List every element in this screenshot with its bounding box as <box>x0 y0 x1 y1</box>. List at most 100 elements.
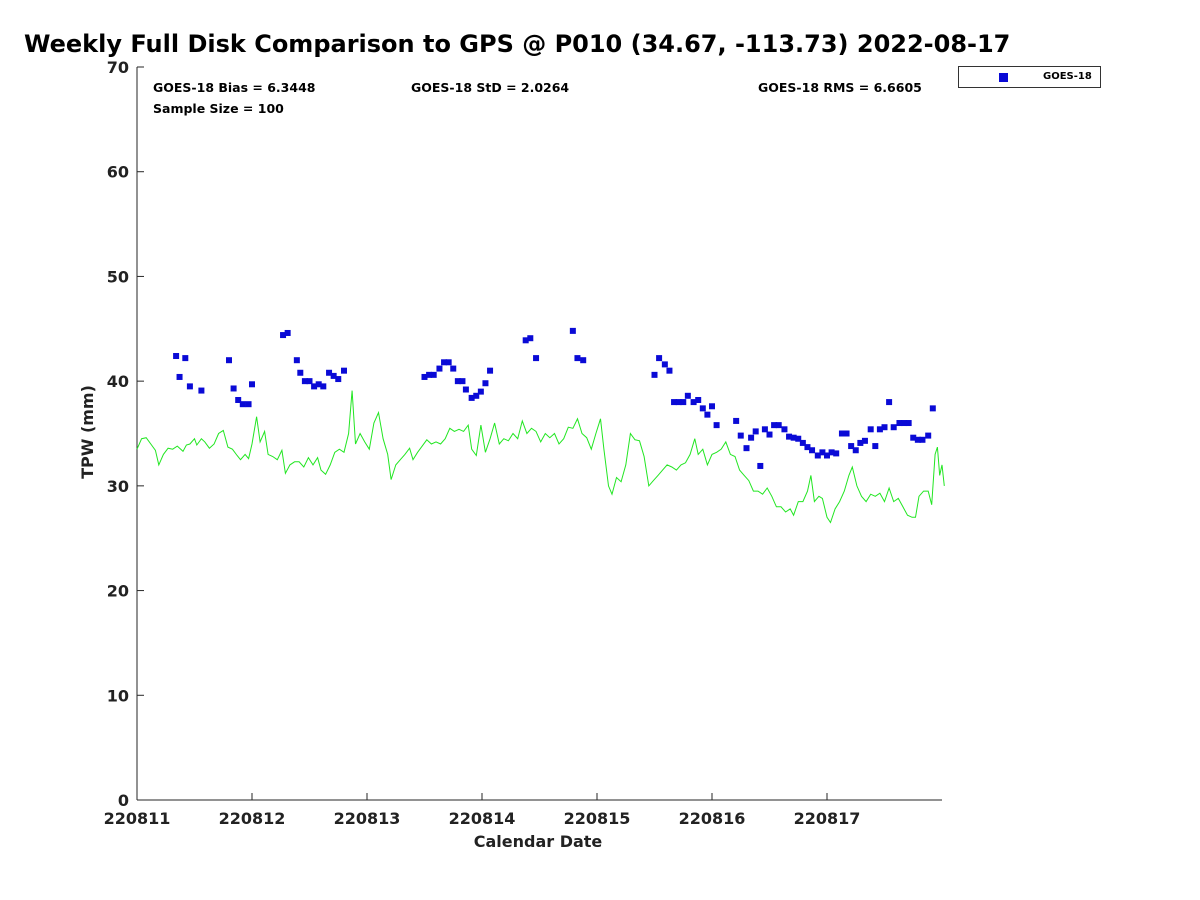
goes18-data-point <box>675 399 682 406</box>
goes18-data-point <box>473 392 480 399</box>
gps-series-path <box>136 390 945 524</box>
goes18-data-point <box>522 337 529 344</box>
goes18-data-point <box>804 444 811 451</box>
goes18-data-point <box>752 428 759 435</box>
goes18-data-point <box>838 430 845 437</box>
goes18-data-point <box>569 327 576 334</box>
y-tick-label: 30 <box>107 477 129 496</box>
goes18-data-point <box>824 452 830 459</box>
x-tick-label: 220812 <box>219 809 286 828</box>
goes18-data-point <box>173 353 180 360</box>
goes18-data-point <box>852 447 859 454</box>
goes18-data-point <box>482 380 489 387</box>
goes18-data-point <box>301 378 308 385</box>
goes18-data-point <box>436 365 443 372</box>
goes18-data-point <box>910 434 917 441</box>
goes18-data-point <box>656 355 663 362</box>
goes18-data-point <box>574 355 581 362</box>
goes18-data-point <box>766 431 773 438</box>
goes18-data-point <box>713 422 720 429</box>
goes18-data-point <box>709 403 715 410</box>
goes18-data-point <box>919 436 926 443</box>
goes18-data-point <box>699 405 706 412</box>
x-tick-label: 220816 <box>679 809 746 828</box>
legend-marker <box>999 73 1008 82</box>
goes18-data-point <box>848 443 855 450</box>
y-tick-label: 0 <box>118 791 129 810</box>
goes18-data-point <box>901 420 908 427</box>
goes18-data-point <box>533 355 540 362</box>
sample-size-stat: Sample Size = 100 <box>153 101 284 116</box>
goes18-data-point <box>421 373 428 380</box>
goes18-data-point <box>833 450 840 457</box>
goes18-data-point <box>468 394 475 401</box>
y-axis-label: TPW (mm) <box>78 385 97 479</box>
x-tick-label: 220817 <box>794 809 861 828</box>
goes18-data-point <box>843 430 850 437</box>
goes18-data-point <box>867 426 874 433</box>
goes18-data-point <box>226 357 232 364</box>
goes18-data-point <box>580 357 587 364</box>
goes18-data-point <box>819 449 826 456</box>
goes18-data-point <box>795 435 802 442</box>
goes18-data-point <box>876 426 883 433</box>
goes18-data-point <box>239 401 246 408</box>
y-tick-label: 60 <box>107 163 129 182</box>
chart-title: Weekly Full Disk Comparison to GPS @ P01… <box>24 30 1011 58</box>
y-tick-label: 40 <box>107 372 129 391</box>
x-tick-label: 220814 <box>449 809 516 828</box>
goes18-data-point <box>306 378 313 385</box>
goes18-data-point <box>757 462 764 469</box>
goes18-data-point <box>781 426 788 433</box>
goes18-data-point <box>426 371 433 378</box>
y-tick-label: 50 <box>107 267 129 286</box>
goes18-data-point <box>671 399 678 406</box>
x-axis-label: Calendar Date <box>474 832 603 851</box>
goes18-data-point <box>704 411 711 418</box>
goes18-data-point <box>737 432 744 439</box>
goes18-data-point <box>861 437 868 444</box>
goes18-data-point <box>487 367 494 374</box>
goes18-data-point <box>477 388 484 395</box>
goes18-data-point <box>695 396 702 403</box>
goes18-series-points <box>173 327 936 469</box>
rms-stat: GOES-18 RMS = 6.6605 <box>758 80 922 95</box>
goes18-data-point <box>775 422 782 429</box>
goes18-data-point <box>828 449 835 456</box>
goes18-data-point <box>182 355 189 362</box>
goes18-data-point <box>651 371 658 378</box>
goes18-data-point <box>748 434 755 441</box>
goes18-data-point <box>799 439 806 446</box>
goes18-data-point <box>905 420 912 427</box>
goes18-data-point <box>430 371 437 378</box>
legend-label: GOES-18 <box>1043 71 1092 82</box>
goes18-data-point <box>743 445 750 452</box>
goes18-data-point <box>341 367 347 374</box>
legend: GOES-18 <box>958 66 1101 88</box>
goes18-data-point <box>661 361 668 368</box>
goes18-data-point <box>297 369 304 376</box>
goes18-data-point <box>176 373 183 380</box>
goes18-data-point <box>326 369 333 376</box>
goes18-data-point <box>454 378 461 385</box>
goes18-data-point <box>761 426 768 433</box>
goes18-data-point <box>462 386 469 393</box>
goes18-data-point <box>280 332 287 339</box>
goes18-data-point <box>914 436 921 443</box>
goes18-data-point <box>230 385 237 392</box>
goes18-data-point <box>335 376 342 383</box>
bias-stat: GOES-18 Bias = 6.3448 <box>153 80 316 95</box>
std-stat: GOES-18 StD = 2.0264 <box>411 80 570 95</box>
goes18-data-point <box>886 399 893 406</box>
goes18-data-point <box>733 417 740 424</box>
y-tick-label: 20 <box>107 582 129 601</box>
goes18-data-point <box>245 401 252 408</box>
goes18-data-point <box>445 359 452 366</box>
x-tick-label: 220811 <box>104 809 171 828</box>
goes18-data-point <box>441 359 448 366</box>
goes18-data-point <box>872 443 879 450</box>
goes18-data-point <box>186 383 193 390</box>
goes18-data-point <box>450 365 457 372</box>
y-tick-label: 70 <box>107 58 129 77</box>
x-tick-label: 220815 <box>564 809 631 828</box>
